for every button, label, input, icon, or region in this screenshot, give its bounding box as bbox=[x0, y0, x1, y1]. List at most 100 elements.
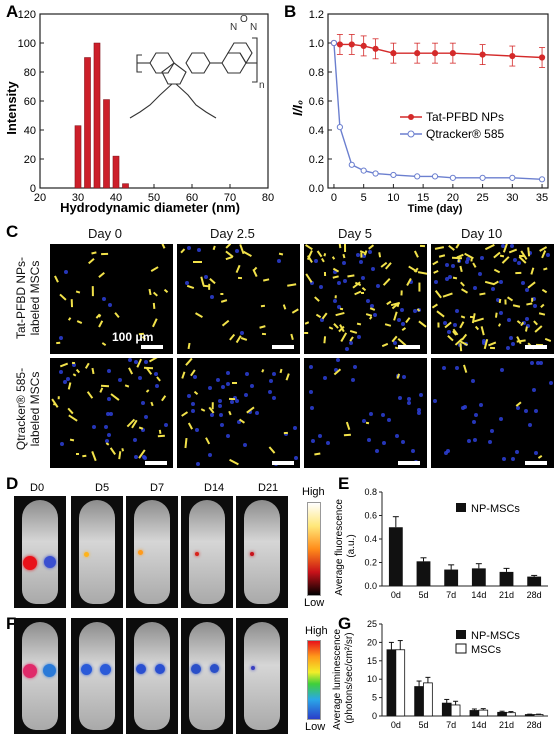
panel-b-xtick: 30 bbox=[506, 192, 518, 204]
panel-b-point bbox=[538, 54, 546, 61]
panel-e-xtick: 28d bbox=[527, 590, 542, 600]
panel-e-letter: E bbox=[338, 474, 350, 493]
panel-a-ytick: 20 bbox=[24, 154, 36, 166]
panel-a-bar bbox=[74, 125, 82, 189]
mouse-day-label-0: D0 bbox=[30, 482, 45, 494]
panel-g-bar bbox=[450, 704, 461, 717]
day-label-1: Day 2.5 bbox=[210, 226, 255, 241]
panel-b-ytick: 0.2 bbox=[309, 154, 324, 166]
mouse-image bbox=[181, 496, 233, 608]
panel-g-ytick: 15 bbox=[367, 656, 377, 666]
panel-b-point bbox=[372, 45, 379, 52]
panel-a-bar bbox=[103, 99, 110, 189]
panel-b-point bbox=[538, 176, 546, 183]
legend-np-msc: NP-MSCs bbox=[471, 630, 520, 642]
panel-g-bar bbox=[506, 712, 516, 717]
scale-bar-label: 100 μm bbox=[112, 330, 154, 344]
panel-g-bar bbox=[414, 686, 424, 717]
micrograph-tat-day0 bbox=[50, 244, 173, 354]
panel-f-letter: F bbox=[6, 614, 17, 633]
panel-b-point bbox=[449, 50, 456, 57]
panel-g-bar bbox=[423, 682, 433, 717]
colorbar-f-high: High bbox=[305, 625, 328, 637]
scale-bar bbox=[398, 461, 420, 465]
panel-b-xtick: 35 bbox=[536, 192, 548, 204]
panel-b-xlabel: Time (day) bbox=[408, 203, 463, 215]
legend-qtracker: Qtracker® 585 bbox=[426, 127, 505, 141]
mouse-image bbox=[71, 496, 123, 608]
legend-np-msc: NP-MSCs bbox=[471, 503, 520, 515]
panel-e-xtick: 21d bbox=[499, 590, 514, 600]
mouse-image bbox=[126, 618, 178, 734]
panel-b-ytick: 0.4 bbox=[309, 125, 324, 137]
micrograph-qt-day2.5 bbox=[177, 358, 300, 468]
panel-b-point bbox=[431, 173, 439, 180]
panel-e-xtick: 14d bbox=[471, 590, 486, 600]
panel-g-ytick: 20 bbox=[367, 637, 377, 647]
micrograph-tat-day5 bbox=[304, 244, 427, 354]
scale-bar bbox=[525, 461, 547, 465]
panel-b-xtick: 25 bbox=[476, 192, 488, 204]
panel-e-bar bbox=[499, 571, 514, 586]
panel-e-chart: 0.0 0.2 0.4 0.6 0.8 0d 5d 7d 14d 21d 28d Average f… bbox=[334, 487, 548, 600]
panel-e-ytick: 0.4 bbox=[364, 534, 377, 544]
panel-g-bar bbox=[524, 714, 535, 717]
structure-atom-o: O bbox=[240, 14, 248, 25]
panel-b-xtick: 20 bbox=[447, 192, 459, 204]
panel-b-ylabel: I/I₀ bbox=[290, 100, 305, 116]
panel-e-ytick: 0.2 bbox=[364, 558, 377, 568]
panel-b-chart: 0 5 10 15 20 25 30 35 0.0 0.2 0.4 0.6 0.8 1.0 1.2 I/I₀… bbox=[290, 9, 549, 215]
panel-b-point bbox=[330, 39, 338, 47]
panel-e-ytick: 0.0 bbox=[364, 581, 377, 591]
panel-b-xtick: 15 bbox=[417, 192, 429, 204]
panel-b-ytick: 0.8 bbox=[309, 67, 324, 79]
panel-a-xtick: 30 bbox=[72, 192, 84, 204]
panel-e-xtick: 7d bbox=[446, 590, 456, 600]
panel-e-bar bbox=[416, 561, 431, 586]
panel-b-xtick: 10 bbox=[387, 192, 399, 204]
panel-e-bars bbox=[388, 516, 542, 586]
panel-b-point bbox=[414, 173, 421, 180]
panel-a-xtick: 80 bbox=[262, 192, 274, 204]
panel-e-xtick: 0d bbox=[391, 590, 401, 600]
micrograph-qt-day0 bbox=[50, 358, 173, 468]
panel-a-ytick: 60 bbox=[24, 96, 36, 108]
day-label-2: Day 5 bbox=[338, 226, 372, 241]
mouse-day-label-1: D5 bbox=[95, 482, 110, 494]
panel-g-ylabel-line2: (photons/sec/cm²/sr) bbox=[344, 632, 355, 723]
panel-g-axes: 0 5 10 15 20 25 0d 5d 7d 14d 21d 28d bbox=[367, 619, 548, 730]
panel-a-bar bbox=[84, 57, 91, 189]
panel-b-legend: Tat-PFBD NPs Qtracker® 585 bbox=[400, 110, 505, 141]
panel-e-ylabel-line2: (a.u.) bbox=[346, 534, 357, 557]
panel-a-bar bbox=[112, 155, 120, 189]
panel-g-chart: 0 5 10 15 20 25 0d 5d 7d 14d 21d 28d Average lumine… bbox=[332, 619, 548, 730]
panel-a-xtick: 40 bbox=[110, 192, 122, 204]
panel-a-ytick: 120 bbox=[18, 9, 36, 21]
panel-b-point bbox=[509, 174, 516, 181]
panel-e-bar bbox=[471, 568, 486, 586]
panel-a-bar bbox=[93, 42, 101, 189]
panel-a-xlabel: Hydrodynamic diameter (nm) bbox=[60, 200, 240, 215]
micrograph-tat-day2.5 bbox=[177, 244, 300, 354]
mouse-day-label-3: D14 bbox=[204, 482, 225, 494]
mouse-image bbox=[181, 618, 233, 734]
panel-a-ytick: 100 bbox=[18, 38, 36, 50]
mouse-image bbox=[14, 618, 66, 734]
scale-bar bbox=[145, 461, 167, 465]
structure-subscript: n bbox=[259, 80, 265, 91]
panel-a-xtick: 50 bbox=[148, 192, 160, 204]
panel-g-ytick: 5 bbox=[372, 693, 377, 703]
legend-np-msc-swatch bbox=[456, 630, 466, 639]
panel-b-point bbox=[479, 51, 486, 58]
panel-b-point bbox=[336, 41, 343, 48]
panel-b-point bbox=[360, 42, 367, 50]
mouse-image bbox=[236, 496, 288, 608]
mouse-image bbox=[236, 618, 288, 734]
panel-g-ytick: 0 bbox=[372, 711, 377, 721]
panel-b-axes: 0 5 10 15 20 25 30 35 0.0 0.2 0.4 0.6 0.8 1.0 1.2 bbox=[309, 9, 549, 204]
panel-a-ytick: 0 bbox=[30, 183, 36, 195]
panel-g-xtick: 28d bbox=[527, 720, 542, 730]
panel-e-xtick: 5d bbox=[418, 590, 428, 600]
panel-b-point bbox=[360, 167, 367, 174]
